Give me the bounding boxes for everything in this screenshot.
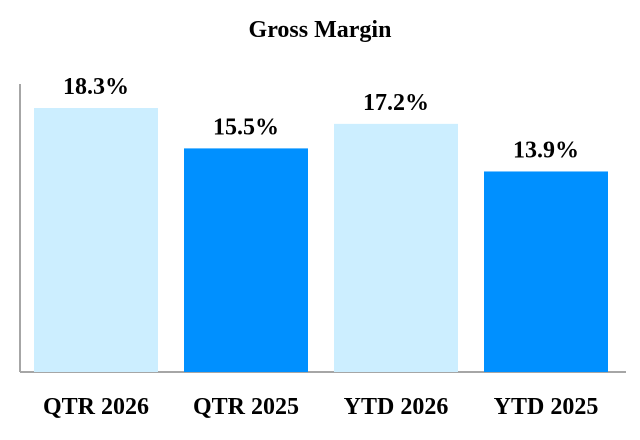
value-label: 18.3% <box>63 74 129 100</box>
category-label: QTR 2025 <box>193 394 299 420</box>
bar-qtr-2026 <box>34 108 158 372</box>
bars-group <box>34 108 608 372</box>
bar-qtr-2025 <box>184 148 308 372</box>
bar-ytd-2025 <box>484 171 608 372</box>
value-labels-group: 18.3% 15.5% 17.2% 13.9% <box>63 74 579 163</box>
value-label: 13.9% <box>513 137 579 163</box>
category-label: YTD 2026 <box>344 394 449 420</box>
value-label: 17.2% <box>363 90 429 116</box>
category-label: YTD 2025 <box>494 394 599 420</box>
category-labels-group: QTR 2026 QTR 2025 YTD 2026 YTD 2025 <box>43 394 598 420</box>
value-label: 15.5% <box>213 114 279 140</box>
bar-ytd-2026 <box>334 123 458 372</box>
chart-title: Gross Margin <box>248 17 392 43</box>
category-label: QTR 2026 <box>43 394 149 420</box>
